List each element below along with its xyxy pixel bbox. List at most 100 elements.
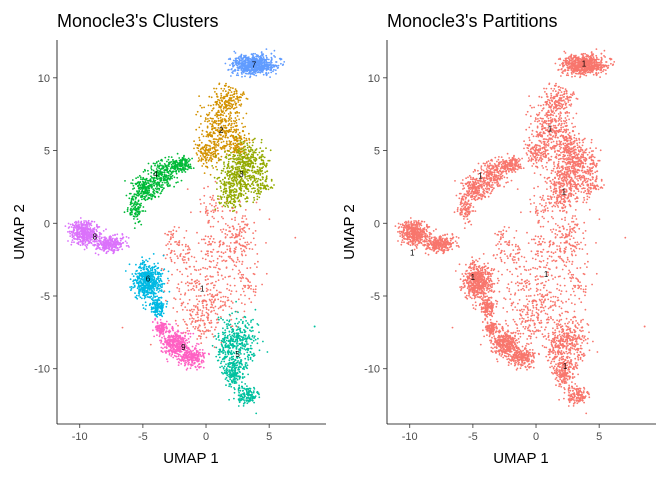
cell-point <box>223 187 226 190</box>
cell-point <box>227 380 230 383</box>
cell-point <box>236 161 239 164</box>
cell-point <box>217 144 220 147</box>
cell-point <box>176 166 178 168</box>
cell-point <box>268 218 271 221</box>
cell-point <box>166 165 169 167</box>
cell-point <box>170 161 173 163</box>
cell-point <box>246 393 249 395</box>
cell-point <box>237 173 240 176</box>
cell-point <box>217 316 220 319</box>
cell-point <box>245 389 248 392</box>
cell-point <box>229 186 232 189</box>
cell-point <box>204 120 206 122</box>
cell-point <box>244 175 247 178</box>
cell-point <box>258 331 260 334</box>
cell-point <box>222 170 224 172</box>
cell-point <box>138 277 141 279</box>
cell-point <box>154 292 157 295</box>
cell-point <box>207 309 210 311</box>
cell-point <box>252 162 255 165</box>
cell-point <box>150 187 153 189</box>
cell-point <box>247 160 250 163</box>
cell-point <box>141 259 144 262</box>
cell-point <box>176 167 179 170</box>
cell-point <box>170 156 173 159</box>
cell-point <box>209 289 212 291</box>
cell-point <box>138 290 140 292</box>
cell-point <box>262 166 265 168</box>
cell-point <box>241 396 244 399</box>
cell-point <box>234 125 237 127</box>
cell-point <box>237 298 240 301</box>
cell-point <box>225 267 228 269</box>
cell-point <box>239 136 242 139</box>
cell-point <box>250 391 253 394</box>
cell-point <box>205 290 208 293</box>
cell-point <box>243 183 245 186</box>
cell-point <box>239 205 242 208</box>
cell-point <box>140 287 143 289</box>
cell-point <box>131 273 134 275</box>
cell-point <box>150 308 153 311</box>
cell-point <box>231 218 233 221</box>
cell-point <box>260 138 263 141</box>
cell-point <box>269 149 272 152</box>
cell-point <box>224 223 227 225</box>
cell-point <box>234 120 237 123</box>
cell-point <box>140 178 142 181</box>
cell-point <box>189 265 191 268</box>
cell-point <box>243 366 245 368</box>
cell-point <box>231 236 233 239</box>
cell-point <box>142 294 145 297</box>
cell-point <box>147 192 149 195</box>
cell-point <box>262 162 264 165</box>
cell-point <box>244 173 247 176</box>
cell-point <box>229 189 231 192</box>
cell-point <box>205 154 208 157</box>
cell-point <box>236 235 239 238</box>
cell-point <box>236 60 239 62</box>
cell-point <box>181 258 184 260</box>
cell-point <box>251 342 254 344</box>
cell-point <box>229 293 232 295</box>
cell-point <box>125 194 128 197</box>
cell-point <box>140 262 142 265</box>
cell-point <box>235 159 238 161</box>
cell-point <box>235 138 238 141</box>
cell-point <box>216 141 219 144</box>
cell-point <box>221 205 224 208</box>
cell-point <box>201 330 204 332</box>
cell-point <box>132 188 134 190</box>
cell-point <box>143 284 146 287</box>
cell-point <box>208 134 211 137</box>
cell-point <box>239 399 242 402</box>
cell-point <box>241 167 243 170</box>
cell-point <box>215 87 218 90</box>
cell-point <box>144 210 147 213</box>
cell-point <box>235 57 238 60</box>
cell-point <box>152 291 155 293</box>
cell-point <box>220 92 223 95</box>
cell-point <box>229 247 232 250</box>
cell-point <box>178 161 181 164</box>
cell-point <box>143 195 146 198</box>
cell-point <box>261 62 264 65</box>
cell-point <box>239 192 242 195</box>
cell-point <box>195 152 198 155</box>
cell-point <box>233 203 235 206</box>
cell-point <box>240 273 243 276</box>
cell-point <box>253 179 256 182</box>
cell-point <box>249 178 252 181</box>
cell-point <box>234 147 237 150</box>
cell-point <box>139 176 142 179</box>
cell-point <box>215 120 218 123</box>
cell-point <box>165 244 168 247</box>
cell-point <box>217 336 220 339</box>
cell-point <box>253 199 256 201</box>
cell-point <box>183 261 185 264</box>
cell-point <box>273 49 276 52</box>
cell-point <box>207 329 210 332</box>
cell-point <box>207 220 210 223</box>
cell-point <box>221 338 224 340</box>
cell-point <box>140 269 142 272</box>
